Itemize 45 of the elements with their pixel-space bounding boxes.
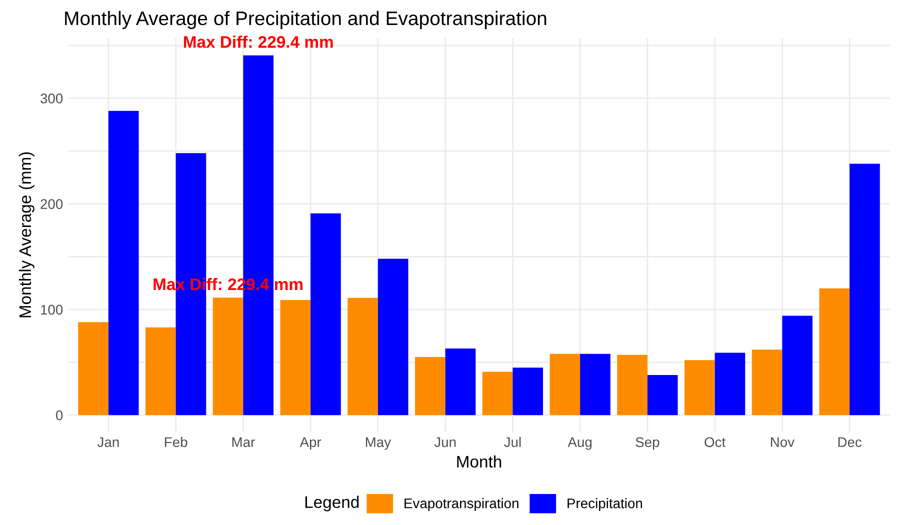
bar: [782, 316, 813, 416]
x-tick-label: Jun: [434, 437, 456, 448]
bar: [512, 368, 544, 416]
x-tick-label: Mar: [232, 437, 255, 448]
y-tick-label: 100: [41, 304, 63, 315]
legend-title: Legend: [305, 496, 359, 512]
bar: [617, 354, 648, 416]
bar: [212, 298, 244, 416]
x-tick-label: Jan: [97, 437, 119, 448]
x-tick-label: Dec: [838, 437, 862, 448]
bar: [684, 360, 715, 416]
x-tick-label: Apr: [300, 437, 322, 450]
bar: [647, 374, 678, 416]
x-tick-label: Sep: [636, 437, 660, 450]
bar: [378, 258, 408, 416]
bar: [819, 288, 850, 416]
x-axis-title: Month: [457, 455, 502, 468]
y-tick-label: 0: [56, 410, 63, 420]
bar: [280, 300, 311, 416]
x-tick-label: Oct: [704, 437, 726, 448]
bar: [310, 213, 341, 416]
annotation: Max Diff: 229.4 mm: [184, 36, 333, 48]
chart-title: Monthly Average of Precipitation and Evapotranspiration: [65, 10, 546, 30]
bar: [752, 350, 782, 416]
bar: [108, 110, 139, 416]
bar: [78, 322, 108, 416]
bar: [445, 348, 476, 416]
bar: [482, 372, 513, 416]
y-tick-label: 200: [40, 199, 63, 210]
y-axis-title: Monthly Average (mm): [18, 152, 34, 318]
y-tick-label: 300: [40, 94, 63, 104]
bar: [850, 164, 880, 416]
legend-label: Precipitation: [568, 498, 642, 512]
bar: [414, 357, 446, 416]
x-tick-label: Feb: [164, 436, 188, 448]
legend-label: Evapotranspiration: [404, 498, 518, 512]
x-tick-label: May: [366, 437, 392, 450]
bar: [580, 354, 610, 416]
x-tick-label: Jul: [504, 436, 521, 448]
bar: [348, 298, 378, 416]
bar: [714, 352, 746, 416]
x-tick-label: Nov: [770, 437, 794, 448]
x-tick-label: Aug: [568, 437, 592, 450]
bar: [145, 327, 176, 416]
bar: [550, 354, 580, 416]
